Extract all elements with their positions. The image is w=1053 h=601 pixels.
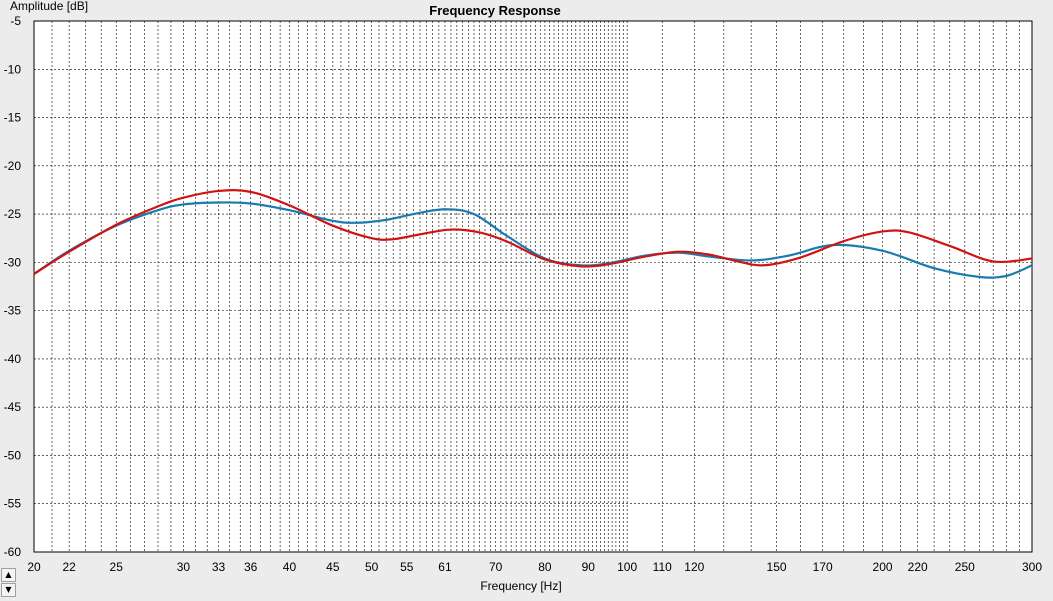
x-tick-label: 90: [582, 560, 596, 574]
scroll-down-button[interactable]: ▼: [1, 583, 16, 597]
x-tick-label: 220: [908, 560, 928, 574]
x-tick-label: 40: [283, 560, 297, 574]
x-tick-label: 45: [326, 560, 340, 574]
x-tick-label: 25: [110, 560, 124, 574]
y-axis-title: Amplitude [dB]: [10, 0, 88, 13]
x-tick-label: 36: [244, 560, 258, 574]
y-tick-label: -45: [4, 400, 22, 414]
series-line-2: [33, 189, 1033, 275]
y-tick-label: -25: [4, 207, 22, 221]
x-tick-label: 100: [617, 560, 637, 574]
series-line-1: [33, 201, 1033, 279]
x-axis-title: Frequency [Hz]: [480, 579, 561, 593]
y-tick-label: -50: [4, 448, 22, 462]
y-tick-label: -60: [4, 545, 22, 559]
tick-labels: -5 -10 -15 -20 -25 -30 -35 -40 -45 -50 -55 -60 20 22 2…: [4, 14, 1043, 574]
x-tick-label: 55: [400, 560, 414, 574]
series-layer: [33, 189, 1033, 279]
grid: [33, 20, 1033, 553]
x-tick-label: 50: [365, 560, 379, 574]
plot-area: [33, 20, 1033, 553]
y-tick-label: -20: [4, 159, 22, 173]
y-tick-label: -30: [4, 255, 22, 269]
y-tick-label: -10: [4, 62, 22, 76]
x-tick-label: 61: [438, 560, 452, 574]
x-tick-label: 200: [873, 560, 893, 574]
y-tick-label: -15: [4, 111, 22, 125]
y-tick-label: -5: [10, 14, 21, 28]
x-tick-label: 120: [684, 560, 704, 574]
x-tick-label: 30: [177, 560, 191, 574]
x-tick-label: 150: [767, 560, 787, 574]
y-tick-label: -40: [4, 352, 22, 366]
x-tick-label: 22: [62, 560, 76, 574]
x-tick-label: 110: [653, 560, 672, 574]
x-tick-label: 33: [212, 560, 226, 574]
x-tick-label: 170: [813, 560, 833, 574]
x-tick-label: 20: [27, 560, 41, 574]
x-tick-label: 300: [1022, 560, 1042, 574]
x-tick-label: 80: [538, 560, 552, 574]
scroll-up-button[interactable]: ▲: [1, 568, 16, 582]
x-tick-label: 70: [489, 560, 503, 574]
x-tick-label: 250: [955, 560, 975, 574]
y-tick-label: -35: [4, 304, 22, 318]
chart-title: Frequency Response: [429, 3, 561, 18]
y-tick-label: -55: [4, 497, 22, 511]
